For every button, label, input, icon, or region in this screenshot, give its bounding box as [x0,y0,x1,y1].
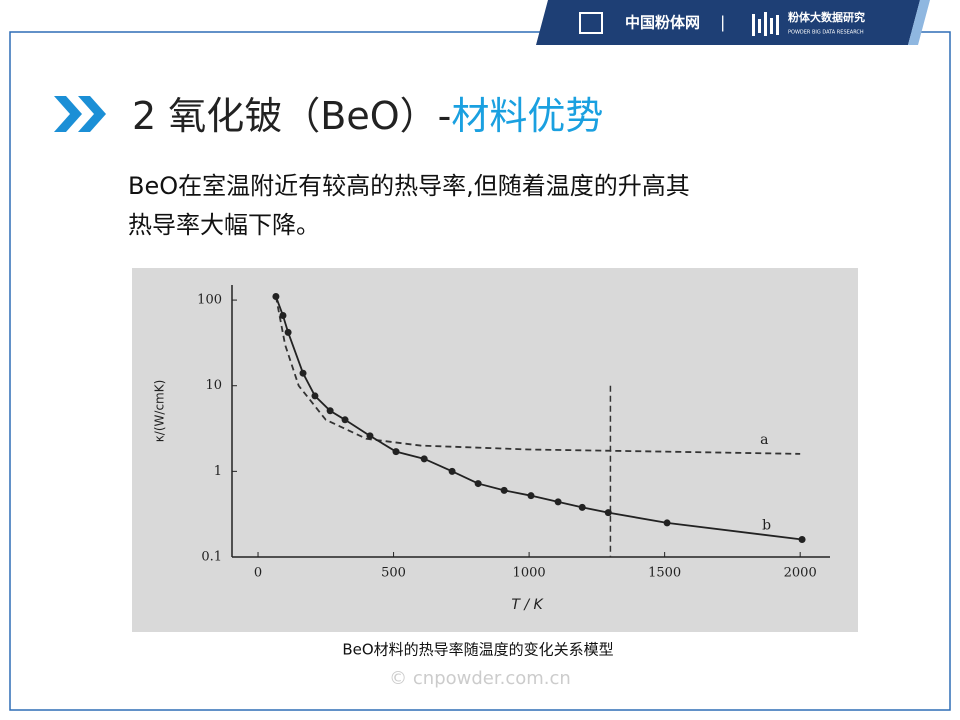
data-point [284,328,292,336]
data-point [798,536,806,544]
series-label: a [760,432,768,448]
header-banner [536,0,920,45]
data-point [341,416,349,424]
data-point [311,392,319,400]
x-tick-label: 1000 [513,566,546,581]
header-division-en: POWDER BIG DATA RESEARCH [788,30,864,36]
title-highlight: 材料优势 [451,94,603,138]
data-point [392,448,400,456]
watermark: © cnpowder.com.cn [389,668,571,689]
data-point [279,312,287,320]
data-point [326,407,334,415]
header-division: 粉体大数据研究 [788,10,865,24]
body-line: 热导率大幅下降。 [128,211,320,239]
header-bars [752,12,779,36]
data-point [448,467,456,475]
data-point [527,492,535,500]
x-tick-label: 2000 [784,566,817,581]
y-axis-label: κ/(W/cmK) [153,380,167,443]
header-sep: | [720,13,725,32]
title-chevrons [54,96,106,132]
body-line: BeO在室温附近有较高的热导率,但随着温度的升高其 [128,172,690,200]
slide-border [9,31,951,711]
series-label: b [762,518,771,534]
data-point [578,503,586,511]
data-point [272,293,280,301]
data-point [366,432,374,440]
y-tick-label: 1 [214,464,222,479]
data-point [420,455,428,463]
x-tick-label: 0 [254,566,262,581]
figure-caption: BeO材料的热导率随温度的变化关系模型 [342,641,613,659]
title: 2 氧化铍（BeO）-材料优势 [132,94,603,138]
data-point [299,369,307,377]
figure-background [132,268,858,632]
data-point [500,486,508,494]
series-line [275,296,801,455]
x-tick-label: 1500 [648,566,681,581]
data-point [604,509,612,517]
plot: 100 10 1 0.1 0 500 1000 1500 2000 T / K κ/(W/cmK) a… [153,285,830,613]
header-stripe [908,0,930,45]
x-axis-label: T / K [511,597,544,613]
data-point [474,480,482,488]
y-tick-label: 10 [205,378,222,393]
data-point [554,498,562,506]
data-point [663,519,671,527]
header-logo [579,12,603,34]
header-brand: 中国粉体网 [625,14,700,32]
y-tick-label: 0.1 [201,550,222,565]
x-tick-label: 500 [381,566,406,581]
title-lead: 2 氧化铍（BeO）- [132,94,451,138]
y-tick-label: 100 [197,293,222,308]
